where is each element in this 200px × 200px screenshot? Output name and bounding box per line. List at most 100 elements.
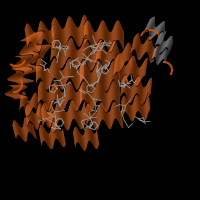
Polygon shape [34, 31, 37, 49]
Polygon shape [60, 49, 62, 68]
Polygon shape [135, 34, 139, 50]
Polygon shape [24, 37, 41, 47]
Polygon shape [73, 21, 75, 41]
Polygon shape [48, 30, 51, 48]
Polygon shape [149, 27, 155, 40]
Polygon shape [48, 111, 50, 128]
Polygon shape [66, 112, 68, 130]
Polygon shape [155, 35, 159, 47]
Polygon shape [8, 84, 23, 86]
Polygon shape [74, 66, 75, 86]
Polygon shape [98, 108, 100, 125]
Polygon shape [58, 22, 60, 42]
Polygon shape [160, 41, 164, 54]
Polygon shape [146, 82, 148, 99]
Polygon shape [94, 134, 97, 149]
Polygon shape [154, 24, 160, 37]
Polygon shape [24, 45, 41, 55]
Polygon shape [52, 20, 54, 40]
Polygon shape [27, 57, 44, 67]
Polygon shape [27, 119, 31, 133]
Polygon shape [49, 133, 52, 149]
Polygon shape [131, 36, 135, 52]
Polygon shape [45, 130, 48, 146]
Polygon shape [128, 84, 129, 101]
Polygon shape [140, 100, 142, 117]
Polygon shape [157, 32, 162, 45]
Polygon shape [15, 68, 31, 71]
Polygon shape [78, 28, 79, 47]
Polygon shape [82, 61, 83, 81]
Polygon shape [35, 114, 37, 130]
Polygon shape [149, 20, 155, 33]
Polygon shape [143, 59, 145, 77]
Polygon shape [58, 23, 60, 42]
Polygon shape [41, 21, 44, 39]
Polygon shape [37, 32, 40, 50]
Polygon shape [61, 27, 63, 47]
Polygon shape [84, 133, 86, 148]
Polygon shape [54, 18, 56, 37]
Polygon shape [159, 35, 163, 47]
Polygon shape [135, 78, 137, 95]
Polygon shape [12, 63, 29, 68]
Polygon shape [155, 46, 158, 57]
Polygon shape [5, 93, 19, 94]
Polygon shape [160, 42, 165, 54]
Polygon shape [159, 31, 165, 44]
Polygon shape [25, 67, 42, 72]
Polygon shape [167, 36, 172, 48]
Polygon shape [26, 106, 29, 122]
Polygon shape [132, 56, 134, 74]
Polygon shape [140, 81, 141, 99]
Polygon shape [27, 23, 31, 41]
Polygon shape [87, 125, 89, 141]
Polygon shape [156, 22, 163, 35]
Polygon shape [37, 97, 38, 112]
Polygon shape [148, 16, 154, 29]
Polygon shape [121, 64, 124, 82]
Polygon shape [86, 107, 88, 124]
Polygon shape [27, 45, 45, 54]
Polygon shape [91, 130, 93, 146]
Polygon shape [49, 68, 50, 88]
Polygon shape [33, 111, 35, 128]
Polygon shape [157, 52, 160, 64]
Polygon shape [54, 18, 56, 37]
Polygon shape [16, 59, 34, 64]
Polygon shape [28, 101, 30, 116]
Polygon shape [159, 52, 163, 63]
Polygon shape [164, 48, 167, 59]
Polygon shape [126, 79, 128, 96]
Polygon shape [164, 48, 167, 60]
Polygon shape [10, 85, 25, 86]
Polygon shape [29, 121, 33, 135]
Polygon shape [86, 106, 88, 123]
Polygon shape [136, 77, 138, 94]
Polygon shape [119, 53, 121, 71]
Polygon shape [13, 123, 17, 138]
Polygon shape [50, 132, 53, 148]
Polygon shape [99, 40, 100, 58]
Polygon shape [13, 86, 27, 88]
Polygon shape [146, 17, 152, 30]
Polygon shape [168, 40, 173, 53]
Polygon shape [44, 23, 47, 41]
Polygon shape [112, 103, 114, 121]
Polygon shape [87, 125, 90, 141]
Polygon shape [101, 43, 103, 62]
Polygon shape [42, 104, 44, 121]
Polygon shape [72, 19, 74, 38]
Polygon shape [143, 40, 147, 56]
Polygon shape [41, 125, 43, 141]
Polygon shape [121, 65, 124, 83]
Polygon shape [107, 112, 109, 129]
Polygon shape [76, 25, 77, 45]
Polygon shape [27, 100, 28, 115]
Polygon shape [39, 104, 41, 120]
Polygon shape [90, 52, 92, 71]
Polygon shape [37, 99, 38, 114]
Polygon shape [113, 58, 116, 77]
Polygon shape [5, 93, 19, 94]
Polygon shape [46, 131, 49, 148]
